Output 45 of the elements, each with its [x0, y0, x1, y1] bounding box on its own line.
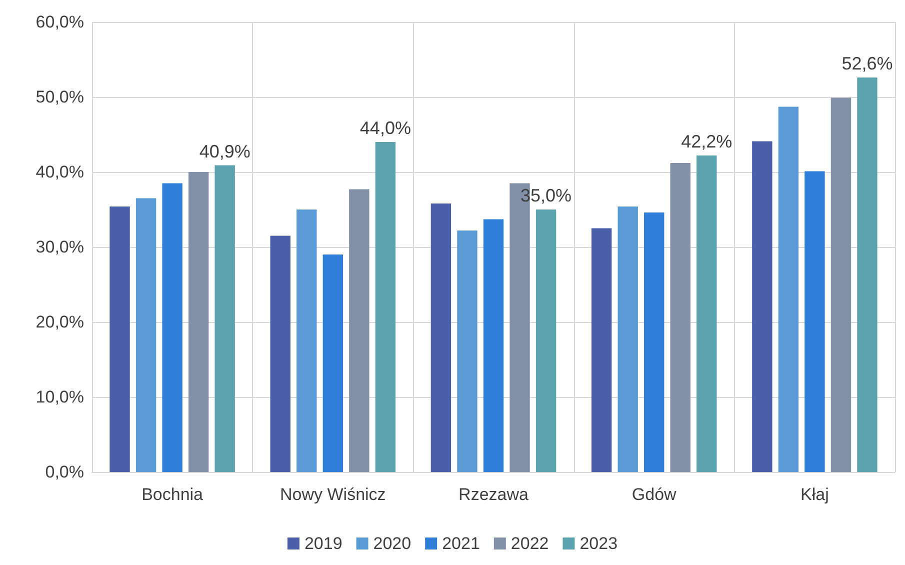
bar: [110, 206, 130, 472]
bar: [214, 165, 235, 472]
legend-label: 2022: [510, 534, 549, 553]
bar: [162, 183, 182, 472]
bar: [322, 254, 343, 472]
bar: [136, 198, 156, 472]
bar: [857, 78, 878, 472]
data-label: 42,2%: [681, 132, 732, 152]
bar: [375, 142, 396, 472]
bar: [457, 230, 478, 472]
bar: [591, 228, 612, 472]
bar: [778, 106, 799, 472]
bar: [670, 163, 690, 472]
legend-label: 2020: [373, 534, 412, 553]
bar: [830, 98, 852, 472]
x-tick-label: Kłaj: [800, 485, 829, 504]
legend-label: 2021: [442, 534, 480, 553]
y-tick-label: 60,0%: [36, 12, 84, 32]
y-tick-label: 30,0%: [36, 238, 84, 256]
bar: [349, 189, 370, 472]
bar: [696, 156, 717, 472]
bar: [430, 204, 452, 472]
y-tick-label: 20,0%: [36, 312, 84, 332]
x-tick-label: Gdów: [632, 485, 678, 504]
bar: [483, 219, 504, 472]
bar: [296, 210, 317, 472]
legend-label: 2019: [304, 534, 342, 553]
data-label: 44,0%: [360, 118, 411, 138]
x-tick-label: Bochnia: [142, 485, 204, 504]
bar: [644, 212, 664, 472]
bar: [804, 171, 825, 472]
y-tick-label: 50,0%: [36, 88, 84, 106]
bar: [618, 206, 638, 472]
data-label: 40,9%: [199, 141, 250, 162]
x-tick-label: Nowy Wiśnicz: [280, 485, 386, 504]
bar: [270, 236, 290, 472]
bar: [536, 210, 556, 472]
bar: [188, 172, 209, 472]
data-label: 52,6%: [842, 54, 893, 74]
legend-label: 2023: [580, 534, 618, 553]
y-tick-label: 10,0%: [36, 388, 84, 406]
x-tick-label: Rzezawa: [458, 485, 529, 504]
bar: [752, 141, 772, 472]
y-tick-label: 0,0%: [45, 462, 84, 482]
y-tick-label: 40,0%: [36, 162, 84, 182]
